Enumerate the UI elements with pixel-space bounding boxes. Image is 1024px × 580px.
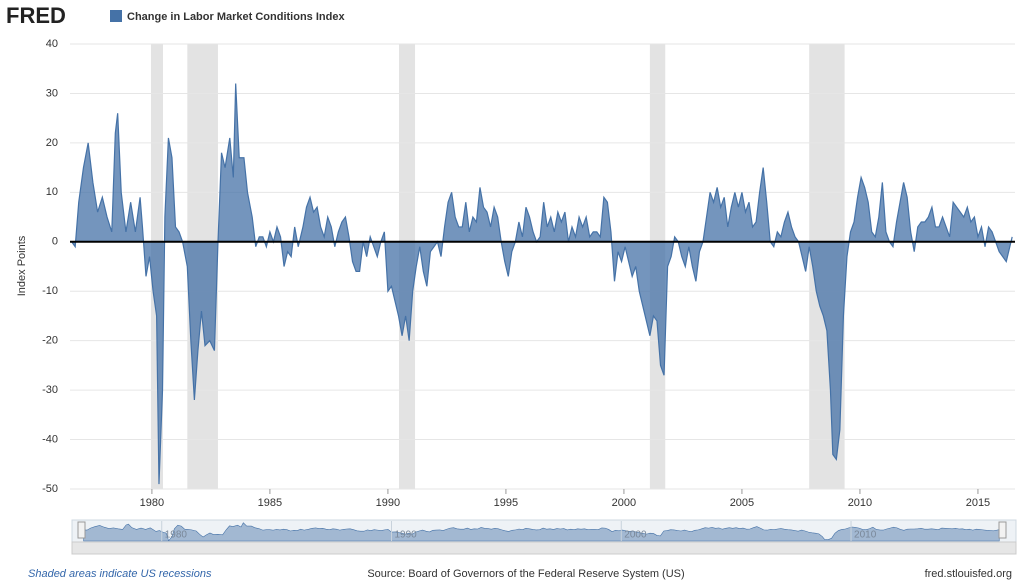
y-tick-label: 30 <box>46 87 58 99</box>
line <box>71 83 1013 485</box>
y-axis-label: Index Points <box>16 235 28 296</box>
y-tick-label: -50 <box>42 483 58 495</box>
navigator-handle-right[interactable] <box>998 521 1007 539</box>
x-tick-label: 1980 <box>140 497 164 509</box>
navigator-handle-left[interactable] <box>77 521 86 539</box>
y-tick-label: -20 <box>42 335 58 347</box>
y-tick-label: 20 <box>46 137 58 149</box>
x-tick-label: 2015 <box>966 497 990 509</box>
navigator-tick-label: 1980 <box>165 530 188 541</box>
y-tick-label: 40 <box>46 38 58 50</box>
navigator-tick-label: 2010 <box>854 530 877 541</box>
x-tick-label: 2010 <box>848 497 872 509</box>
x-tick-label: 2005 <box>730 497 754 509</box>
navigator-tick-label: 2000 <box>624 530 647 541</box>
y-tick-label: -30 <box>42 384 58 396</box>
legend-swatch <box>110 10 122 22</box>
y-tick-label: -40 <box>42 433 58 445</box>
footer-source: Source: Board of Governors of the Federa… <box>367 568 684 580</box>
footer-note: Shaded areas indicate US recessions <box>28 568 212 580</box>
logo: FRED <box>6 3 66 28</box>
navigator-area <box>83 522 1000 542</box>
x-tick-label: 2000 <box>612 497 636 509</box>
x-tick-label: 1995 <box>494 497 518 509</box>
area <box>71 83 1013 485</box>
y-tick-label: 0 <box>52 236 58 248</box>
footer-site: fred.stlouisfed.org <box>925 568 1012 580</box>
y-tick-label: -10 <box>42 285 58 297</box>
x-tick-label: 1985 <box>258 497 282 509</box>
legend-label: Change in Labor Market Conditions Index <box>127 11 345 23</box>
navigator-tick-label: 1990 <box>395 530 418 541</box>
y-tick-label: 10 <box>46 186 58 198</box>
x-tick-label: 1990 <box>376 497 400 509</box>
scrollbar[interactable] <box>71 541 1017 555</box>
